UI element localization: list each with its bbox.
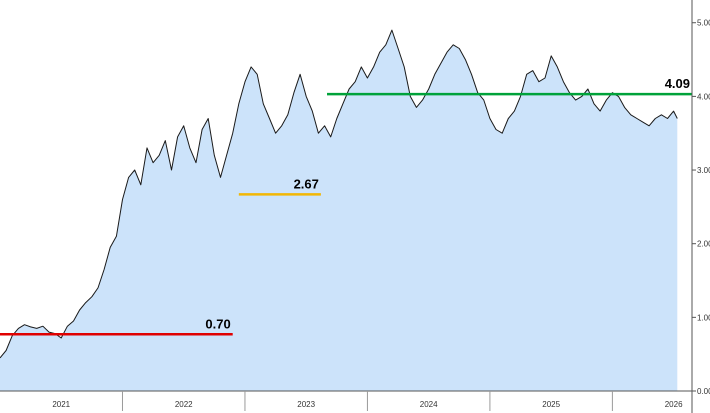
x-tick-label: 2024 — [420, 400, 438, 409]
plot-area — [0, 29, 678, 391]
y-tick-label: 4.00 — [697, 92, 710, 101]
y-tick-label: 3.00 — [697, 166, 710, 175]
series-line — [0, 29, 678, 359]
reference-lines: 0.70 2.67 4.09 — [0, 76, 692, 336]
y-tick-label: 5.00 — [697, 19, 710, 28]
reference-label-0: 0.70 — [205, 316, 230, 331]
reference-label-2: 4.09 — [665, 76, 690, 91]
y-tick-label: 1.00 — [697, 313, 710, 322]
x-tick-label: 2022 — [175, 400, 193, 409]
reference-label-1: 2.67 — [294, 176, 319, 191]
x-tick-label: 2021 — [52, 400, 70, 409]
x-tick-label: 2026 — [665, 400, 683, 409]
x-tick-label: 2025 — [542, 400, 560, 409]
y-axis: 0.00 1.00 2.00 3.00 4.00 5.00 — [691, 0, 710, 413]
y-tick-label: 2.00 — [697, 240, 710, 249]
x-tick-label: 2023 — [297, 400, 315, 409]
series-area-fill — [0, 30, 678, 391]
y-tick-label: 0.00 — [697, 387, 710, 396]
x-axis: 2021 2022 2023 2024 2025 2026 — [0, 390, 692, 411]
